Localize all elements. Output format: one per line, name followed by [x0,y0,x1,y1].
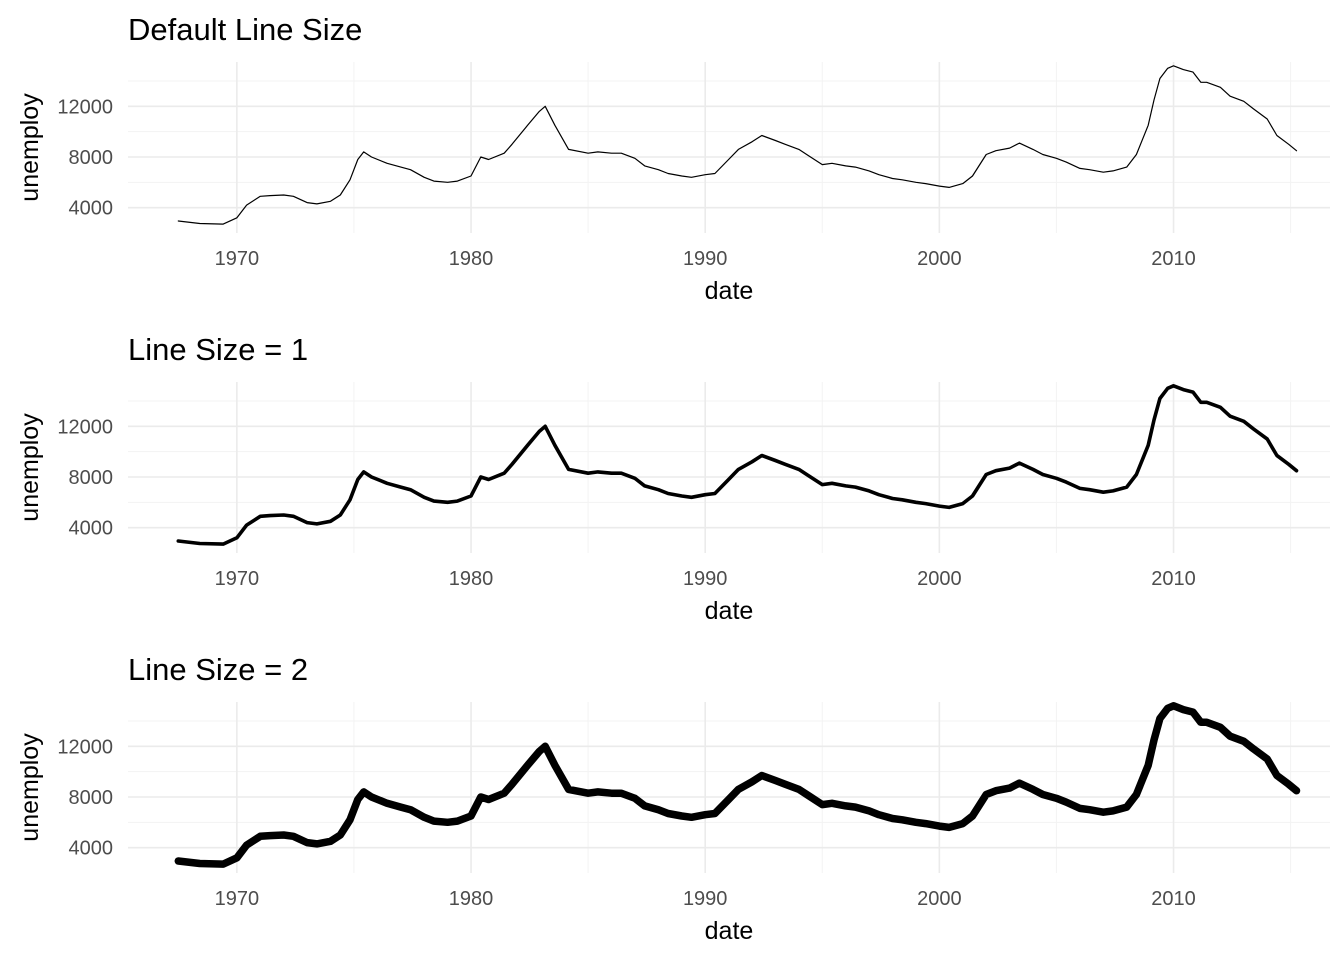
x-tick-label: 1970 [215,888,260,910]
y-tick-label: 4000 [69,198,114,220]
y-tick-label: 12000 [57,736,113,758]
x-tick-label: 1980 [449,248,494,270]
x-tick-label: 2010 [1151,568,1196,590]
y-tick-label: 8000 [69,787,114,809]
x-tick-label: 1980 [449,888,494,910]
chart-title: Line Size = 1 [128,332,308,367]
chart-title: Line Size = 2 [128,652,308,687]
series-line [174,702,1301,868]
y-axis-title: unemploy [16,733,44,842]
series-line [176,383,1299,546]
x-axis-title: date [705,277,754,305]
x-tick-label: 2010 [1151,888,1196,910]
y-tick-label: 4000 [69,838,114,860]
x-axis-title: date [705,597,754,625]
y-tick-label: 12000 [57,416,113,438]
y-tick-label: 8000 [69,147,114,169]
x-tick-label: 2000 [917,248,962,270]
x-tick-label: 1990 [683,888,728,910]
y-tick-label: 8000 [69,467,114,489]
series-line [177,65,1298,225]
y-axis-title: unemploy [16,93,44,202]
x-axis-title: date [705,917,754,945]
y-tick-label: 12000 [57,96,113,118]
x-tick-label: 1970 [215,248,260,270]
y-axis-title: unemploy [16,413,44,522]
x-tick-label: 2000 [917,568,962,590]
chart-panel-3: 1970 1980 1990 2000 2010 4000 8000 12000 Line Si… [16,652,1330,945]
x-tick-label: 2000 [917,888,962,910]
x-tick-label: 1980 [449,568,494,590]
x-tick-label: 1970 [215,568,260,590]
x-tick-label: 1990 [683,248,728,270]
chart-title: Default Line Size [128,12,362,47]
y-tick-label: 4000 [69,518,114,540]
x-tick-label: 2010 [1151,248,1196,270]
x-tick-label: 1990 [683,568,728,590]
chart-panel-1: 1970 1980 1990 2000 2010 4000 8000 12000 Default… [16,12,1330,305]
chart-panel-2: 1970 1980 1990 2000 2010 4000 8000 12000 Line Si… [16,332,1330,625]
